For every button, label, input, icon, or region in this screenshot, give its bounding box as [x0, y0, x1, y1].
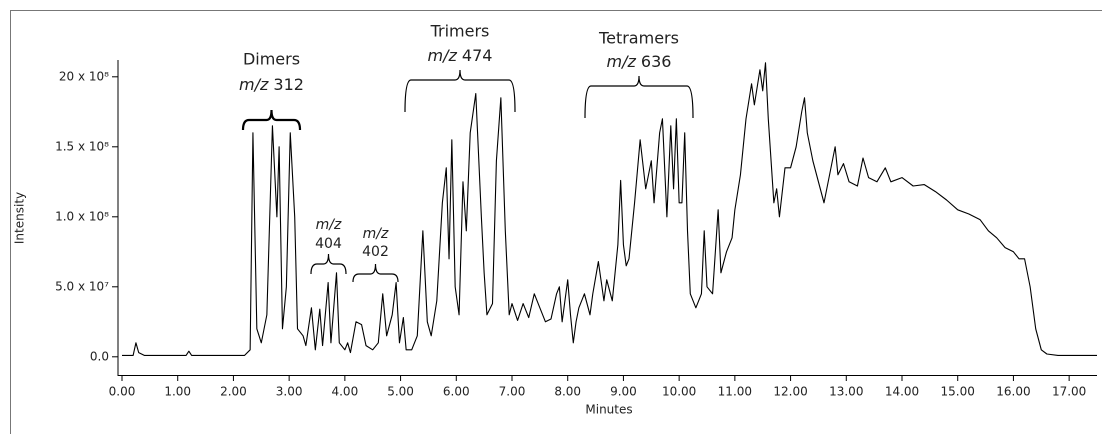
annotation-title: Tetramers [598, 29, 679, 48]
frame [10, 10, 1102, 434]
x-tick-label: 17.00 [1052, 385, 1086, 399]
x-tick-label: 7.00 [499, 385, 526, 399]
bracket [241, 109, 302, 131]
bracket [584, 75, 694, 119]
x-tick-label: 14.00 [885, 385, 919, 399]
x-tick-label: 15.00 [941, 385, 975, 399]
x-tick-label: 3.00 [276, 385, 303, 399]
x-tick-label: 0.00 [109, 385, 136, 399]
y-tick-label: 0.0 [90, 349, 109, 363]
annotation-title: Trimers [430, 22, 490, 41]
x-axis-label: Minutes [585, 403, 632, 417]
annotation-mz: m/z [363, 226, 389, 242]
x-tick-label: 13.00 [829, 385, 863, 399]
x-tick-label: 5.00 [387, 385, 414, 399]
annotation-ion: 312 [273, 75, 304, 94]
x-tick-label: 12.00 [773, 385, 807, 399]
bracket [404, 69, 516, 113]
y-tick-label: 20 x 10⁸ [59, 69, 109, 83]
x-tick-label: 10.00 [662, 385, 696, 399]
x-tick-label: 9.00 [610, 385, 637, 399]
annotation-mz: m/z [239, 75, 269, 94]
annotation-ion: 404 [315, 236, 342, 252]
chromatogram-line [122, 62, 1097, 356]
annotation-mz-line: m/z 312 [239, 75, 304, 94]
annotation-ion: 402 [362, 244, 389, 260]
annotation-mz: m/z [316, 217, 342, 233]
annotation-ion: 636 [641, 52, 672, 71]
bracket [352, 263, 399, 283]
x-tick-label: 16.00 [996, 385, 1030, 399]
annotation-mz: m/z [428, 46, 458, 65]
y-axis-label: Intensity [13, 192, 27, 244]
y-tick-label: 5.0 x 10⁷ [55, 279, 109, 293]
x-tick-label: 6.00 [443, 385, 470, 399]
x-tick-label: 2.00 [220, 385, 247, 399]
y-tick-label: 1.5 x 10⁸ [55, 139, 109, 153]
annotation-mz: m/z [607, 52, 637, 71]
annotation-ion: 474 [462, 46, 493, 65]
x-tick-label: 8.00 [554, 385, 581, 399]
y-tick-label: 1.0 x 10⁸ [55, 209, 109, 223]
annotation-mz-line: m/z 636 [607, 52, 672, 71]
x-tick-label: 4.00 [331, 385, 358, 399]
bracket [310, 253, 347, 275]
x-tick-label: 11.00 [718, 385, 752, 399]
annotation-mz-line: m/z 474 [428, 46, 493, 65]
annotation-title: Dimers [243, 50, 300, 69]
x-tick-label: 1.00 [164, 385, 191, 399]
